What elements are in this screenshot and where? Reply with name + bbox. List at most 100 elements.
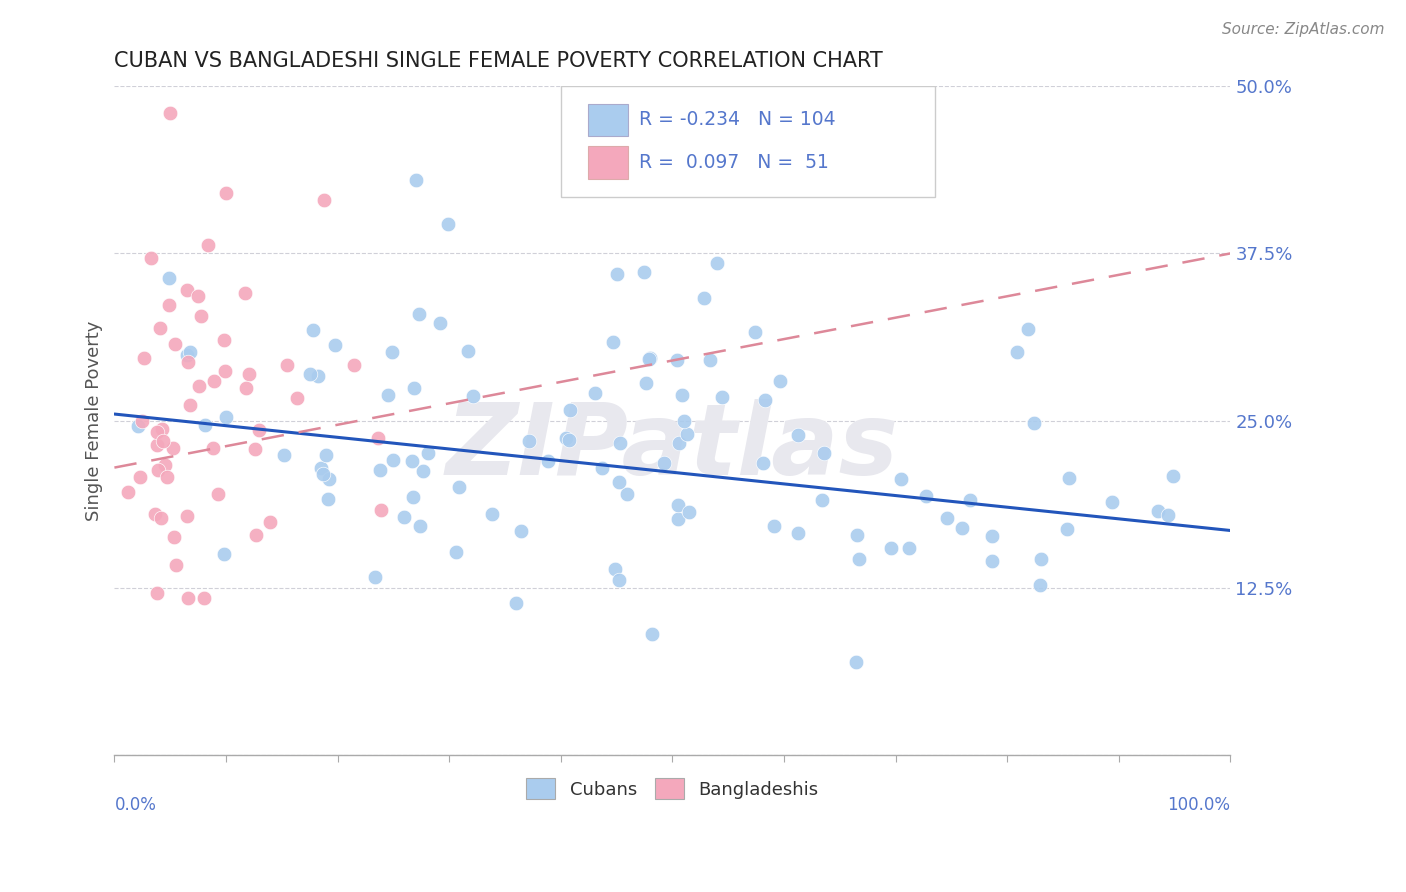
Point [505,596,527,610]
Point [193,591,215,606]
Point [401,454,423,468]
Text: ZIPatlas: ZIPatlas [446,399,898,496]
Point [1057,471,1080,485]
Point [276,358,298,372]
Point [190,309,212,323]
Point [318,472,340,486]
Point [786,428,808,442]
Point [214,547,236,561]
Point [554,431,576,445]
Point [176,283,198,297]
Text: R = -0.234   N = 104: R = -0.234 N = 104 [638,111,835,129]
Point [463,389,485,403]
FancyBboxPatch shape [561,87,935,196]
Point [259,515,281,529]
Point [392,509,415,524]
Point [187,379,209,393]
Point [1157,508,1180,522]
Point [312,467,335,481]
Point [429,316,451,330]
Point [176,348,198,362]
Text: 100.0%: 100.0% [1167,796,1230,814]
Point [243,442,266,457]
Point [935,511,957,525]
Point [652,456,675,470]
Point [143,507,166,521]
Legend: Cubans, Bangladeshis: Cubans, Bangladeshis [519,772,825,806]
Point [408,307,430,321]
Point [247,423,270,437]
Point [402,381,425,395]
Point [163,530,186,544]
FancyBboxPatch shape [588,146,627,179]
Point [377,388,399,402]
Point [668,435,690,450]
Point [179,398,201,412]
Point [146,438,169,452]
Point [711,390,734,404]
Point [207,487,229,501]
Point [194,418,217,433]
Point [418,446,440,460]
Point [117,485,139,500]
Point [634,376,657,390]
Point [1029,552,1052,566]
Point [602,334,624,349]
Point [671,388,693,402]
Point [162,441,184,455]
Point [273,448,295,462]
Point [510,524,533,539]
Point [156,470,179,484]
Point [699,352,721,367]
Point [245,527,267,541]
Point [641,627,664,641]
Point [981,554,1004,568]
Point [560,403,582,417]
Point [1056,522,1078,536]
Point [898,541,921,555]
Point [177,355,200,369]
Point [1161,469,1184,483]
Point [768,374,790,388]
Point [754,393,776,408]
Point [402,490,425,504]
Text: 0.0%: 0.0% [114,796,156,814]
Point [127,419,149,434]
Point [813,446,835,460]
Point [146,586,169,600]
Point [368,463,391,477]
Point [633,265,655,279]
Point [675,426,697,441]
Point [149,321,172,335]
Point [150,510,173,524]
Point [363,570,385,584]
Point [150,422,173,436]
Point [678,505,700,519]
Point [880,541,903,556]
Point [1147,504,1170,518]
Point [287,391,309,405]
Point [201,441,224,455]
Point [706,255,728,269]
Point [141,252,163,266]
Text: R =  0.097   N =  51: R = 0.097 N = 51 [638,153,828,172]
Point [751,456,773,470]
Point [763,519,786,533]
Point [176,509,198,524]
Point [457,343,479,358]
Point [318,492,340,507]
Point [315,448,337,462]
Point [146,463,169,477]
Point [666,353,689,368]
Point [848,551,870,566]
Point [607,475,630,490]
Point [146,425,169,439]
Point [152,434,174,449]
Point [159,106,181,120]
Point [177,591,200,606]
Point [299,367,322,381]
Point [214,363,236,377]
Point [134,351,156,366]
Point [197,237,219,252]
Point [307,368,329,383]
